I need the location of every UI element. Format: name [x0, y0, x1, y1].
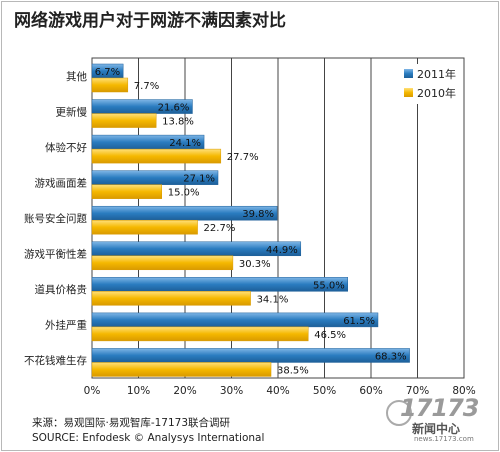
data-label-2010: 30.3%	[239, 259, 271, 270]
data-label-2010: 27.7%	[227, 152, 259, 163]
source-line-en: SOURCE: Enfodesk © Analysys Internationa…	[32, 432, 265, 444]
bar-2010	[91, 219, 198, 235]
data-label-2011: 68.3%	[375, 351, 407, 362]
x-tick-label: 50%	[313, 385, 336, 397]
bar-2010	[91, 255, 234, 271]
legend: 2011年 2010年	[398, 64, 460, 104]
bar-2010	[91, 148, 222, 164]
x-tick-label: 40%	[266, 385, 289, 397]
data-label-2011: 27.1%	[183, 174, 215, 185]
data-label-2010: 34.1%	[257, 294, 289, 305]
x-tick-label: 10%	[127, 385, 150, 397]
data-label-2011: 55.0%	[313, 280, 345, 291]
data-label-2010: 38.5%	[277, 365, 309, 376]
legend-label-2010: 2010年	[417, 86, 456, 100]
bar-2011	[91, 312, 379, 328]
x-tick-label: 80%	[452, 385, 475, 397]
legend-label-2011: 2011年	[417, 67, 456, 81]
watermark-text: 新闻中心	[412, 422, 461, 436]
bar-2010	[91, 362, 272, 377]
data-label-2011: 61.5%	[343, 316, 375, 327]
data-label-2010: 13.8%	[162, 117, 194, 128]
x-tick-label: 30%	[220, 385, 243, 397]
data-label-2010: 15.0%	[168, 188, 200, 199]
data-label-2011: 39.8%	[242, 209, 274, 220]
watermark-number: 17173	[400, 394, 479, 422]
data-label-2010: 46.5%	[314, 330, 346, 341]
data-label-2011: 44.9%	[266, 245, 298, 256]
x-tick-label: 0%	[84, 385, 101, 397]
bar-2011	[91, 277, 348, 292]
legend-swatch-2010	[404, 88, 413, 97]
x-tick-label: 20%	[173, 385, 196, 397]
x-tick-label: 70%	[406, 385, 429, 397]
bar-2010	[91, 184, 162, 199]
source-line-cn: 来源：易观国际·易观智库-17173联合调研	[32, 417, 231, 429]
data-label-2011: 24.1%	[169, 138, 201, 149]
data-label-2011: 21.6%	[158, 103, 190, 114]
category-label: 游戏平衡性差	[24, 248, 87, 261]
data-label-2010: 7.7%	[134, 81, 159, 92]
bar-2010	[91, 77, 129, 93]
category-label: 更新慢	[56, 105, 88, 118]
category-label: 游戏画面差	[35, 176, 88, 189]
legend-swatch-2011	[404, 69, 413, 78]
watermark-logo: 17173 新闻中心 news.17173.com	[386, 394, 492, 446]
category-label: 不花钱难生存	[24, 354, 87, 367]
category-label: 账号安全问题	[24, 212, 87, 225]
data-label-2010: 22.7%	[204, 223, 236, 234]
bar-2010	[91, 113, 157, 128]
data-label-2011: 6.7%	[95, 67, 120, 78]
bar-2011	[91, 348, 410, 363]
bar-2010	[91, 326, 309, 342]
x-tick-label: 60%	[359, 385, 382, 397]
chart-title: 网络游戏用户对于网游不满因素对比	[14, 11, 286, 31]
category-label: 外挂严重	[45, 319, 87, 332]
category-label: 道具价格贵	[35, 283, 88, 296]
category-label: 其他	[66, 70, 87, 83]
watermark-ring-icon	[386, 400, 412, 426]
watermark-url: news.17173.com	[414, 435, 474, 443]
bar-2010	[91, 291, 251, 306]
category-label: 体验不好	[45, 141, 87, 154]
